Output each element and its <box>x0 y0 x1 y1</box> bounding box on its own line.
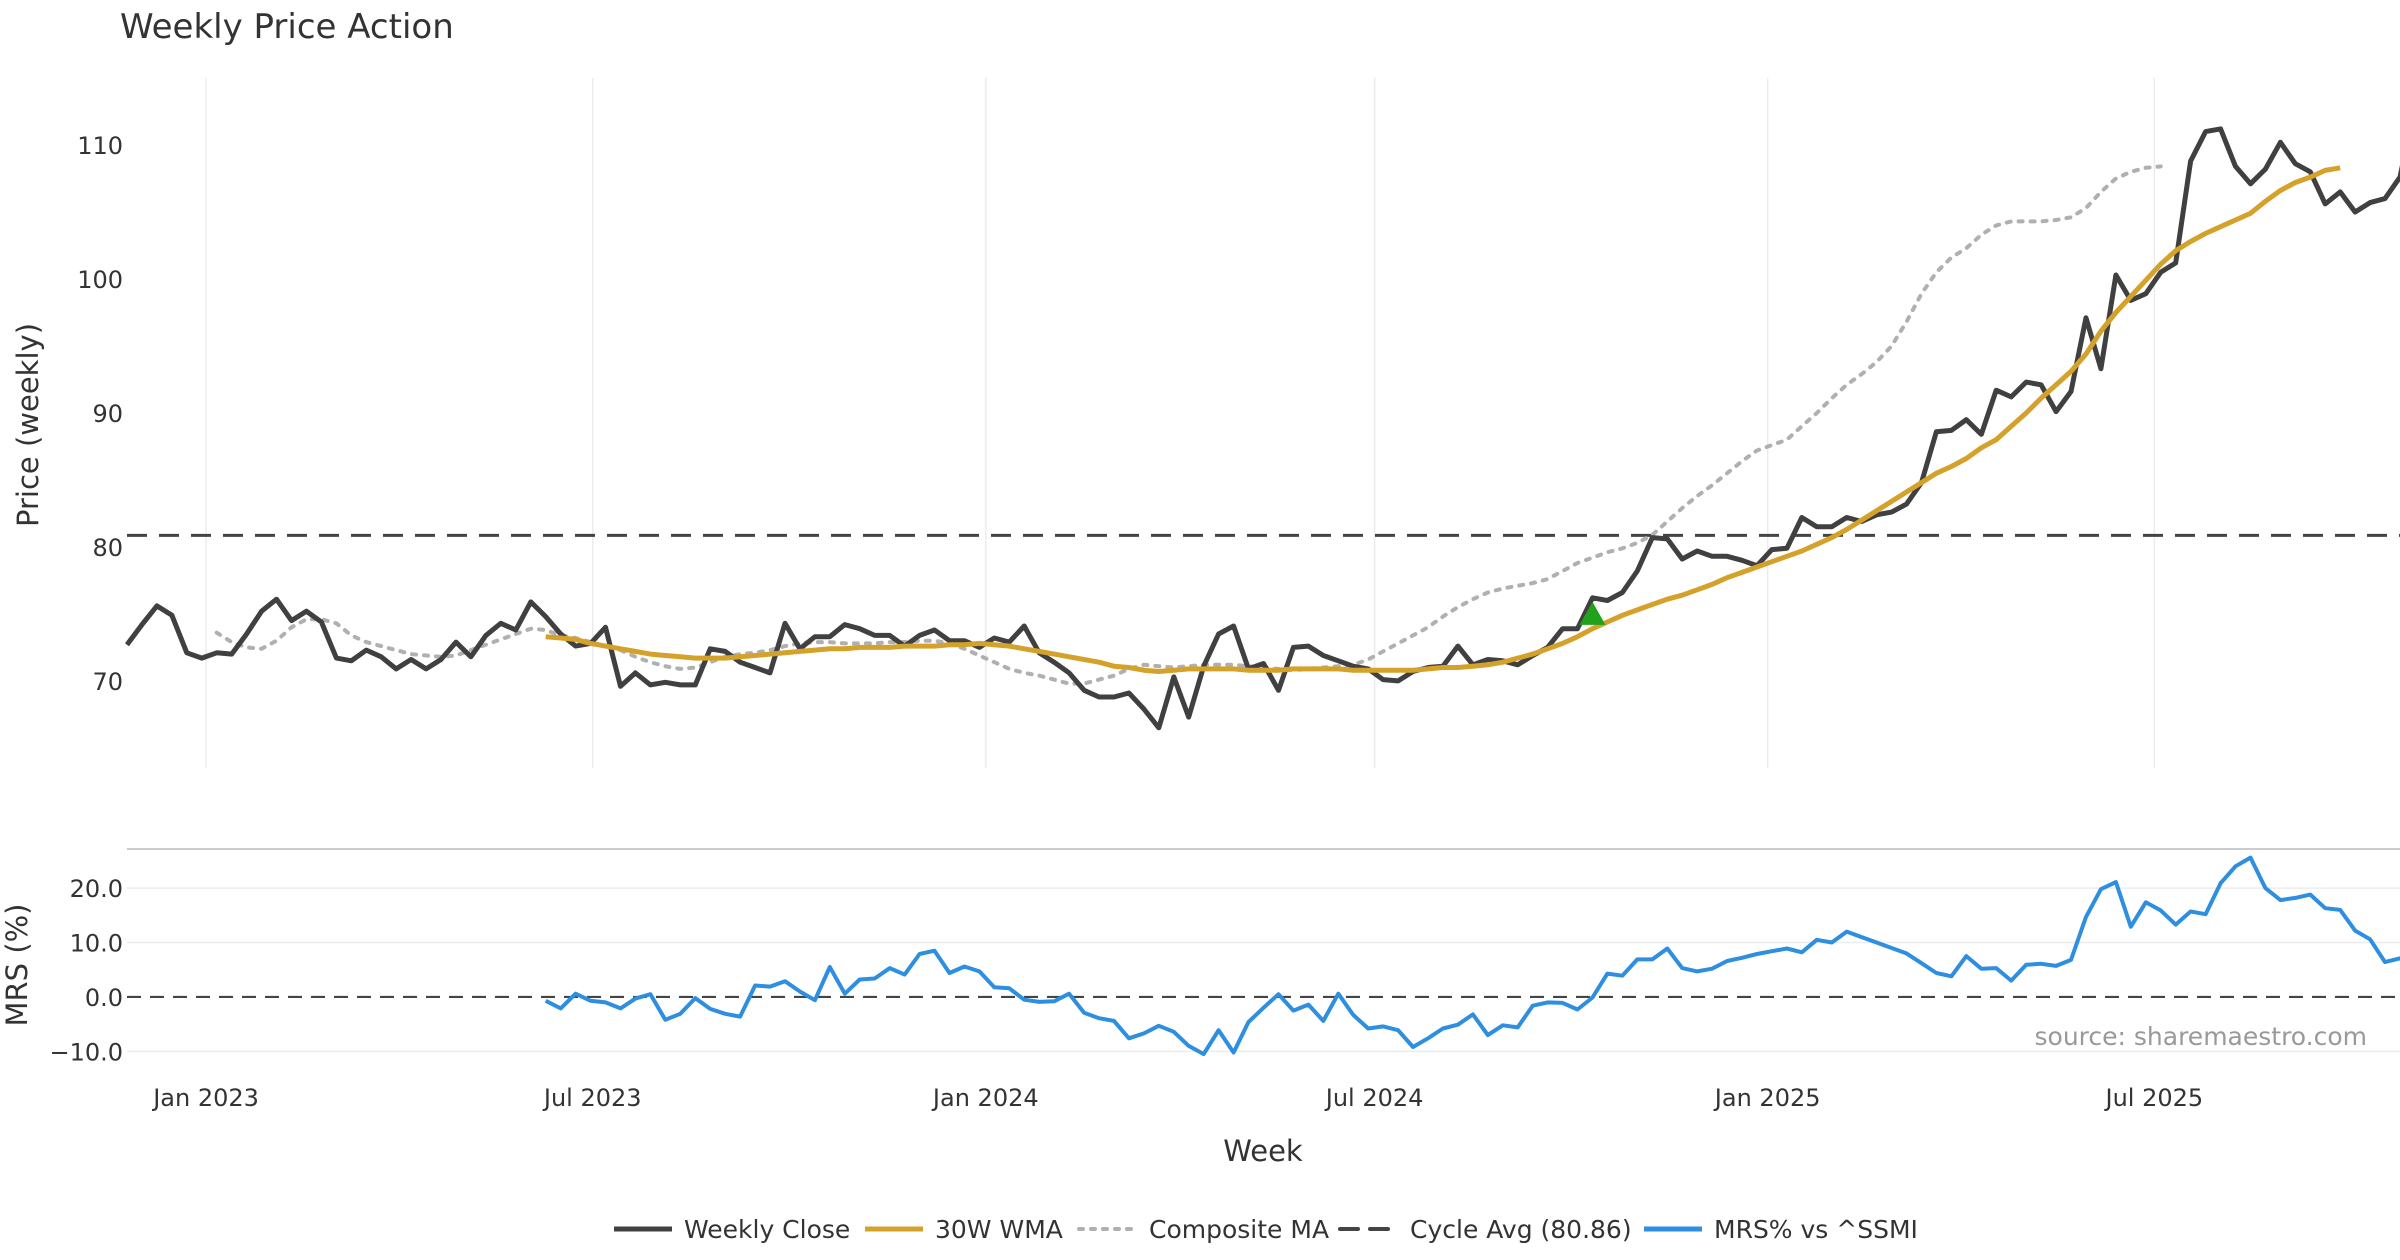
legend-item-mrs-vs-ssmi: MRS% vs ^SSMI <box>1644 1215 1918 1244</box>
mrs-axis-title: MRS (%) <box>0 904 34 1027</box>
x-tick-label: Jul 2025 <box>2103 1084 2203 1112</box>
legend-label: Weekly Close <box>684 1215 850 1244</box>
x-tick-label: Jan 2024 <box>931 1084 1039 1112</box>
legend-item-composite-ma: Composite MA <box>1077 1215 1329 1244</box>
legend-item-cycle-avg-80-86: Cycle Avg (80.86) <box>1338 1215 1632 1244</box>
legend-label: MRS% vs ^SSMI <box>1714 1215 1918 1244</box>
chart-title: Weekly Price Action <box>120 7 454 47</box>
x-tick-label: Jan 2025 <box>1713 1084 1821 1112</box>
weekly-close-line <box>124 126 2400 731</box>
legend-item-weekly-close: Weekly Close <box>614 1215 850 1244</box>
price-y-tick-label: 100 <box>77 266 123 294</box>
legend: Weekly Close 30W WMA Composite MA Cycle Avg… <box>614 1215 1918 1244</box>
price-gridlines <box>205 78 2156 768</box>
price-y-tick-label: 80 <box>92 534 123 562</box>
x-axis-title: Week <box>1223 1134 1303 1168</box>
mrs-y-tick-label: 10.0 <box>70 930 123 958</box>
mrs-vs-ssmi-line <box>544 855 2400 1057</box>
x-tick-label: Jan 2023 <box>151 1084 259 1112</box>
legend-item-30w-wma: 30W WMA <box>865 1215 1063 1244</box>
legend-label: Composite MA <box>1149 1215 1329 1244</box>
price-axis-title: Price (weekly) <box>11 323 45 527</box>
mrs-y-tick-label: −10.0 <box>49 1038 123 1066</box>
mrs-gridlines <box>127 848 2400 1053</box>
x-tick-label: Jul 2023 <box>542 1084 642 1112</box>
legend-label: 30W WMA <box>935 1215 1063 1244</box>
30w-wma-line <box>545 165 2341 674</box>
composite-ma-line <box>214 164 2163 686</box>
price-y-tick-label: 70 <box>92 668 123 696</box>
mrs-series-group <box>544 855 2400 1057</box>
price-y-tick-label: 110 <box>77 132 123 160</box>
signal-triangle-marker <box>1579 601 1606 625</box>
mrs-y-tick-label: 0.0 <box>85 984 123 1012</box>
axis-ticks: Jan 2023 Jul 2023 Jan 2024 Jul 2024 Jan 2025… <box>49 132 2203 1112</box>
mrs-y-tick-label: 20.0 <box>70 875 123 903</box>
price-y-tick-label: 90 <box>92 400 123 428</box>
price-series-group <box>124 126 2400 731</box>
source-annotation: source: sharemaestro.com <box>2035 1022 2368 1051</box>
legend-label: Cycle Avg (80.86) <box>1410 1215 1632 1244</box>
x-tick-label: Jul 2024 <box>1324 1084 1424 1112</box>
